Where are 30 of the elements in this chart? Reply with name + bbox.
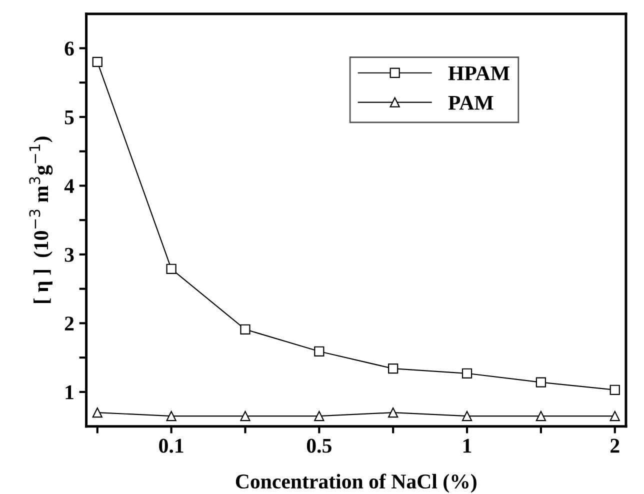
x-tick-label: 2 — [610, 438, 620, 453]
point — [388, 408, 398, 418]
point — [166, 264, 176, 274]
x-tick-label: 0.5 — [306, 438, 332, 453]
legend-label: HPAM — [448, 66, 510, 80]
point — [610, 410, 620, 422]
point — [462, 410, 472, 422]
x-tick-label: 0.1 — [159, 438, 184, 453]
point — [536, 377, 546, 388]
point — [92, 56, 102, 68]
y-tick-label: 4 — [64, 179, 74, 193]
legend-label: PAM — [448, 96, 494, 110]
point — [314, 410, 324, 422]
point — [388, 364, 398, 374]
x-axis-title: Concentration of NaCl (%) — [236, 474, 476, 493]
y-tick-label: 6 — [64, 42, 74, 56]
x-tick-label: 1 — [463, 438, 472, 453]
y-tick-label: 2 — [64, 316, 74, 330]
y-axis-title: [ η ] (10$^{−3}$ m$^{3}$g$^{−1}$) — [29, 136, 53, 304]
point — [536, 410, 546, 422]
y-tick-label: 3 — [64, 248, 74, 262]
y-tick-label: 5 — [64, 110, 74, 124]
point — [240, 410, 250, 422]
point — [462, 368, 472, 378]
point — [240, 324, 250, 334]
point — [166, 410, 176, 422]
point — [92, 408, 102, 418]
y-tick-label: 1 — [66, 385, 74, 400]
point — [314, 346, 324, 356]
point — [610, 384, 620, 395]
